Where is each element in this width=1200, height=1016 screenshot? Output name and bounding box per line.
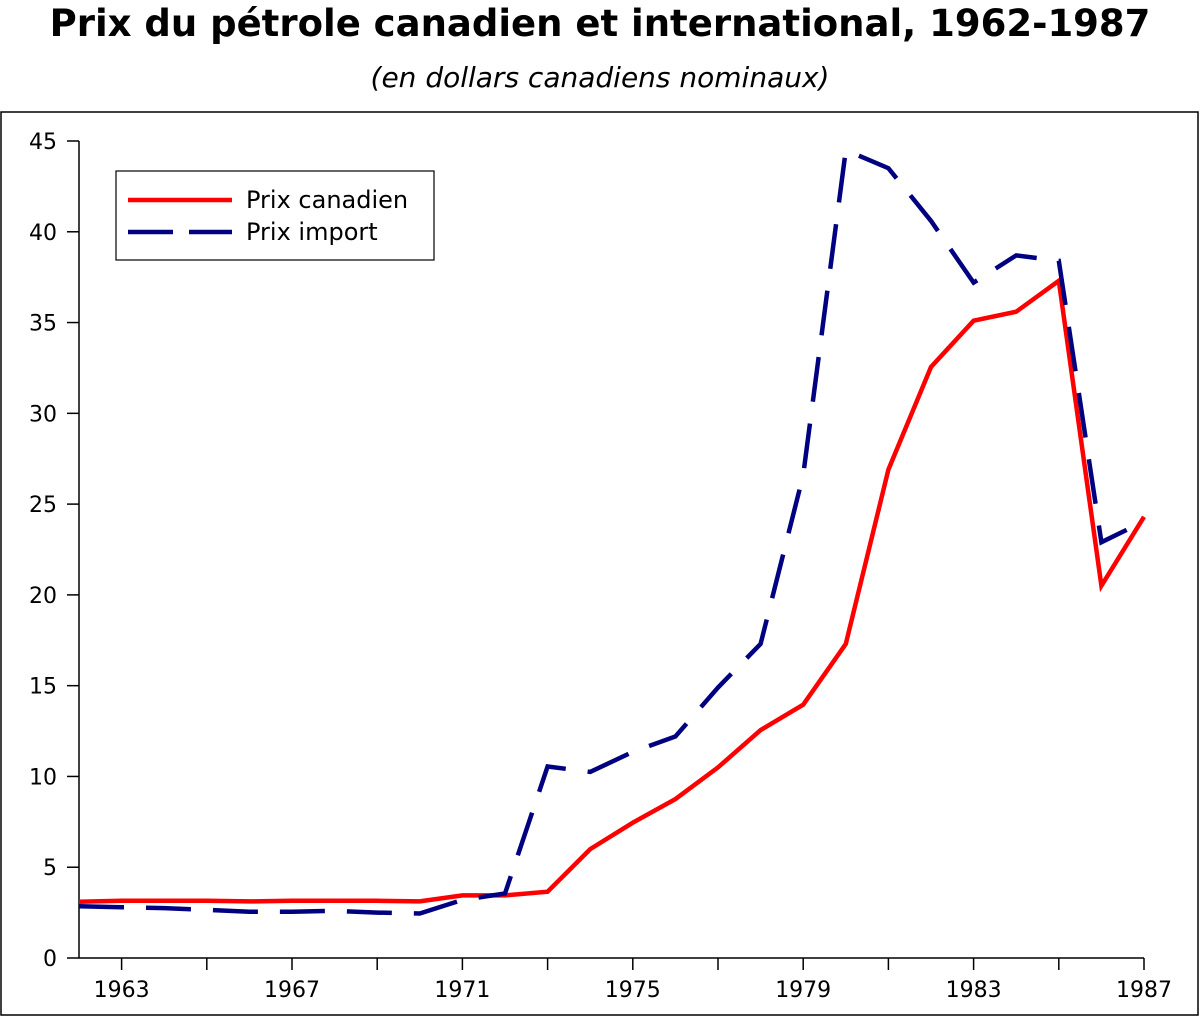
y-tick-label: 25	[29, 493, 57, 518]
legend-box	[115, 170, 435, 261]
legend-label-prix-canadien: Prix canadien	[246, 186, 408, 214]
y-tick-label: 10	[29, 765, 57, 790]
y-tick-label: 45	[29, 130, 57, 155]
x-tick-label: 1975	[605, 978, 661, 1003]
x-tick-label: 1987	[1116, 978, 1172, 1003]
y-tick-label: 40	[29, 221, 57, 246]
y-tick-label: 5	[43, 856, 57, 881]
y-axis-ticks: 0 5 10 15 20 25 30 35 40 45	[29, 130, 79, 972]
x-axis-ticks: 1963 1967 1971 1975 1979 1983 1987	[94, 958, 1172, 1003]
series-line-prix-import	[78, 146, 1145, 916]
chart-frame	[0, 111, 1199, 1016]
x-tick-label: 1971	[434, 978, 490, 1003]
series-lines	[78, 146, 1146, 916]
chart-subtitle: (en dollars canadiens nominaux)	[370, 61, 830, 94]
y-tick-label: 35	[29, 312, 57, 337]
legend: Prix canadien Prix import	[115, 170, 435, 261]
x-tick-label: 1979	[775, 978, 831, 1003]
legend-label-prix-import: Prix import	[246, 218, 378, 246]
y-tick-label: 15	[29, 675, 57, 700]
y-tick-label: 0	[43, 947, 57, 972]
y-tick-label: 20	[29, 584, 57, 609]
x-tick-label: 1963	[94, 978, 150, 1003]
chart-title: Prix du pétrole canadien et internationa…	[49, 2, 1151, 45]
x-tick-label: 1967	[264, 978, 320, 1003]
y-tick-label: 30	[29, 402, 57, 427]
series-line-prix-canadien	[78, 276, 1146, 904]
x-tick-label: 1983	[946, 978, 1002, 1003]
